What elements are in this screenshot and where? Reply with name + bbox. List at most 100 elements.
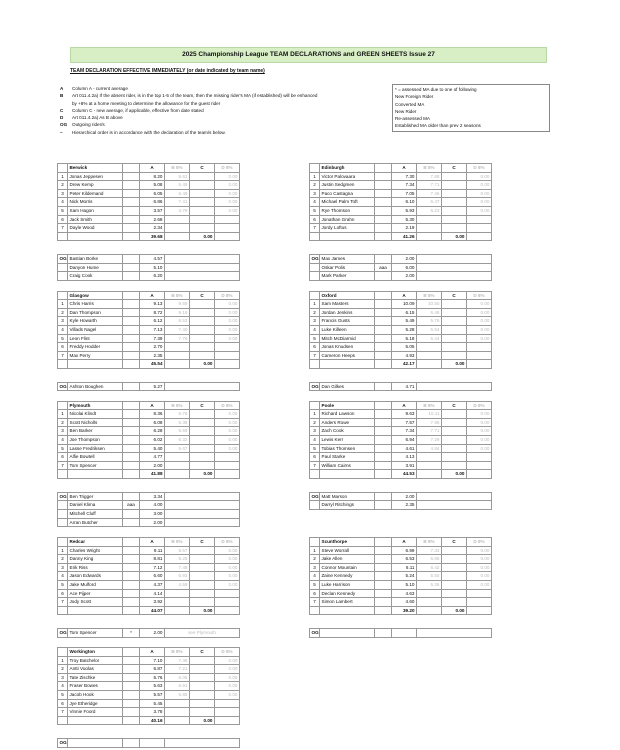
og-name: Mark Parker	[319, 271, 375, 281]
note-key: B	[60, 93, 64, 99]
average-d: 0.00	[214, 562, 240, 573]
average-c	[189, 180, 215, 190]
cell	[164, 605, 190, 616]
team-name: Berwick	[67, 163, 123, 173]
average-b: 6.49	[164, 188, 190, 199]
average-b	[164, 342, 190, 352]
rider-mark	[122, 426, 140, 436]
og-name: Darryl Ritchings	[319, 500, 375, 510]
rider-num: 2	[309, 554, 320, 564]
cell	[416, 231, 442, 242]
rider-num: 5	[309, 443, 320, 454]
cell	[374, 163, 392, 173]
rider-row: 5 Sam Hagon 3.57 3.79 0.00	[57, 205, 240, 216]
rider-row: 4 Zaine Kennedy 5.24 5.50 0.00	[309, 571, 492, 581]
rider-num: 1	[57, 409, 68, 419]
rider-num: 6	[57, 342, 68, 352]
average-d: 0.00	[466, 180, 492, 190]
average-d: 0.00	[214, 324, 240, 335]
average-c	[189, 188, 215, 199]
average-d: 0.00	[214, 307, 240, 318]
rider-num: 7	[57, 597, 68, 607]
og-note	[415, 628, 493, 638]
og-name: Daniel Klima	[67, 500, 123, 510]
rider-name: Freddy Hodder	[67, 342, 123, 352]
total-a: 45.54	[139, 359, 165, 369]
total-a: 39.68	[139, 231, 165, 242]
average-d	[214, 223, 240, 233]
average-a: 2.35	[139, 350, 165, 361]
average-c	[441, 350, 467, 361]
average-b: 6.86	[416, 554, 442, 564]
average-a: 8.36	[139, 409, 165, 419]
rider-row: 5 Mitch McDiarmid 5.18 5.44 0.00	[309, 333, 492, 344]
average-d	[466, 588, 492, 599]
rider-mark	[374, 307, 392, 318]
average-c	[189, 689, 215, 700]
average-d: 0.00	[214, 443, 240, 454]
rider-row: 6 Jonas Knudsen 5.05	[309, 342, 492, 352]
average-d: 0.00	[214, 681, 240, 691]
header-row: Scunthorpe A B 8% C D 8%	[309, 537, 492, 547]
team-table: Poole A B 8% C D 8% 1 Richard Lawson 9.63 10.11 0…	[309, 400, 492, 479]
average-a: 6.60	[139, 571, 165, 581]
og-note: see Plymouth	[163, 628, 241, 638]
average-c	[441, 307, 467, 318]
rider-mark	[122, 324, 140, 335]
og-average: 2.00	[391, 491, 417, 502]
rider-row: 6 Freddy Hodder 2.70	[57, 342, 240, 352]
assessed-line: Established MA older than prev 2 seasons	[395, 123, 481, 129]
og-name: Dan Gilkes	[319, 381, 375, 392]
og-average: 2.00	[139, 517, 165, 528]
note-key: C	[60, 107, 64, 113]
average-c	[189, 307, 215, 318]
rider-name: Richard Lawson	[319, 409, 375, 419]
average-a: 4.63	[391, 588, 417, 599]
cell	[57, 290, 68, 301]
note-line: ~ Hierarchical order is in accordance wit…	[60, 129, 317, 136]
average-d	[466, 350, 492, 361]
rider-name: Francis Gusts	[319, 316, 375, 326]
average-a: 3.91	[391, 460, 417, 471]
rider-row: 5 Leon Flint 7.39 7.76 0.00	[57, 333, 240, 344]
rider-name: Scott Nicholls	[67, 417, 123, 428]
rider-mark	[374, 350, 392, 361]
rider-num: 5	[309, 579, 320, 590]
assessed-line: Re-assessed MA	[395, 116, 430, 122]
column-header: B 8%	[164, 163, 190, 173]
rider-num: 6	[57, 452, 68, 462]
column-header: A	[139, 163, 165, 173]
cell	[122, 715, 140, 726]
average-a: 8.20	[139, 171, 165, 182]
average-a: 4.61	[391, 443, 417, 454]
rider-mark	[122, 417, 140, 428]
og-name: Matt Marson	[319, 491, 375, 502]
total-row: 44.53 0.00	[309, 469, 492, 479]
rider-row: 5 Jake Mulford 4.37 4.59 0.00	[57, 579, 240, 590]
header-row: Oxford A B 8% C D 8%	[309, 290, 492, 301]
rider-mark	[374, 171, 392, 182]
rider-name: Troy Batchelor	[67, 655, 123, 666]
average-b	[416, 452, 442, 462]
average-a: 2.00	[139, 460, 165, 471]
cell	[57, 605, 68, 616]
rider-row: 2 Dan Thompson 8.72 9.16 0.00	[57, 307, 240, 318]
total-a: 44.07	[139, 605, 165, 616]
average-d: 0.00	[466, 571, 492, 581]
average-c	[189, 350, 215, 361]
note-text: Hierarchical order is in accordance with…	[72, 129, 226, 135]
average-d: 0.00	[466, 426, 492, 436]
average-d: 0.00	[214, 672, 240, 683]
average-c	[441, 342, 467, 352]
average-a: 3.92	[139, 597, 165, 607]
rider-name: Jacob Hook	[67, 689, 123, 700]
rider-row: 7 Jody Scott 3.92	[57, 597, 240, 607]
average-b: 9.16	[164, 307, 190, 318]
rider-mark	[374, 597, 392, 607]
average-d	[214, 588, 240, 599]
rider-name: Dayle Wood	[67, 223, 123, 233]
assessed-line: Converted MA	[395, 101, 425, 107]
average-c	[441, 545, 467, 556]
rider-mark	[122, 579, 140, 590]
average-c	[189, 434, 215, 445]
